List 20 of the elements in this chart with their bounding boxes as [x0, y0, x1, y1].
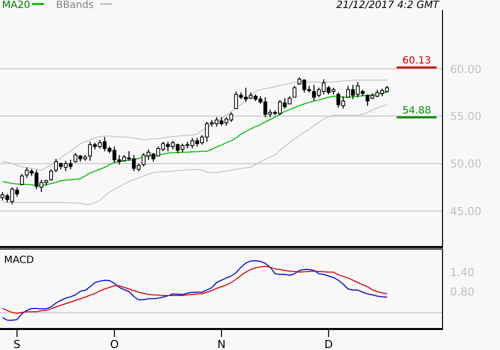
y-tick-label: 0.80: [450, 286, 474, 299]
x-tick-label: N: [217, 338, 226, 350]
legend-label: BBands: [56, 0, 94, 11]
y-tick-label: 1.40: [450, 266, 474, 280]
legend-label: MA20: [2, 0, 30, 11]
y-tick-label: 50.00: [450, 158, 482, 171]
candlestick: [20, 174, 24, 186]
candlestick: [49, 168, 54, 182]
y-tick-label: 60.00: [450, 62, 482, 76]
x-tick-label: S: [14, 338, 21, 350]
ref-line-label: 54.88: [402, 105, 432, 116]
annotation: 21/12/2017 4:2 GMT: [336, 0, 440, 11]
y-tick-label: 45.00: [450, 204, 482, 218]
text: MACD: [4, 255, 34, 266]
line-series: [2, 266, 388, 314]
x-tick-label: O: [110, 338, 120, 350]
y-tick-label: 55.00: [450, 110, 482, 124]
ref-line-label: 60.13: [402, 56, 432, 67]
x-tick-label: D: [324, 338, 333, 350]
candlestick: [292, 85, 296, 98]
